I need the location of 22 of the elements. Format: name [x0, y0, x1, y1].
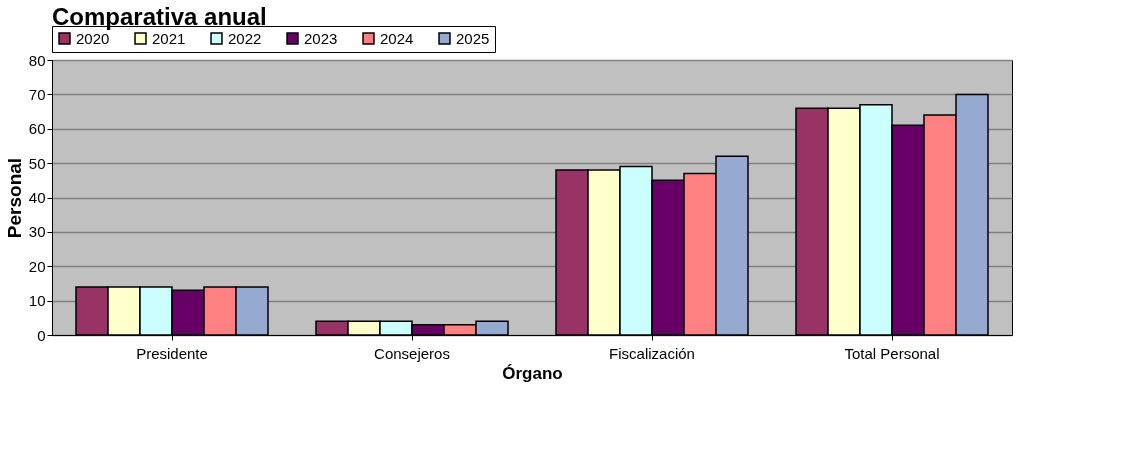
legend-label: 2024: [380, 29, 414, 47]
y-tick-label: 70: [28, 85, 46, 103]
legend-label: 2021: [152, 29, 186, 47]
y-tick-label: 30: [28, 223, 46, 241]
y-tick-label: 80: [28, 51, 46, 69]
legend-label: 2025: [456, 29, 490, 47]
y-tick-label: 0: [37, 326, 46, 344]
legend-label: 2023: [304, 29, 338, 47]
y-tick-label: 50: [28, 154, 46, 172]
x-axis-title: Órgano: [502, 363, 563, 383]
x-tick-label: Fiscalización: [609, 344, 695, 362]
y-tick-label: 10: [28, 292, 46, 310]
y-tick-label: 40: [28, 189, 46, 206]
x-tick-label: Presidente: [136, 344, 208, 362]
x-tick-label: Total Personal: [844, 344, 940, 362]
chart-title: Comparativa anual: [52, 2, 267, 30]
x-tick-label: Consejeros: [374, 344, 450, 362]
y-axis-title: Personal: [3, 157, 25, 239]
y-tick-label: 20: [28, 257, 46, 275]
legend-label: 2020: [76, 29, 110, 47]
y-tick-label: 60: [28, 120, 46, 138]
legend-label: 2022: [228, 29, 262, 47]
